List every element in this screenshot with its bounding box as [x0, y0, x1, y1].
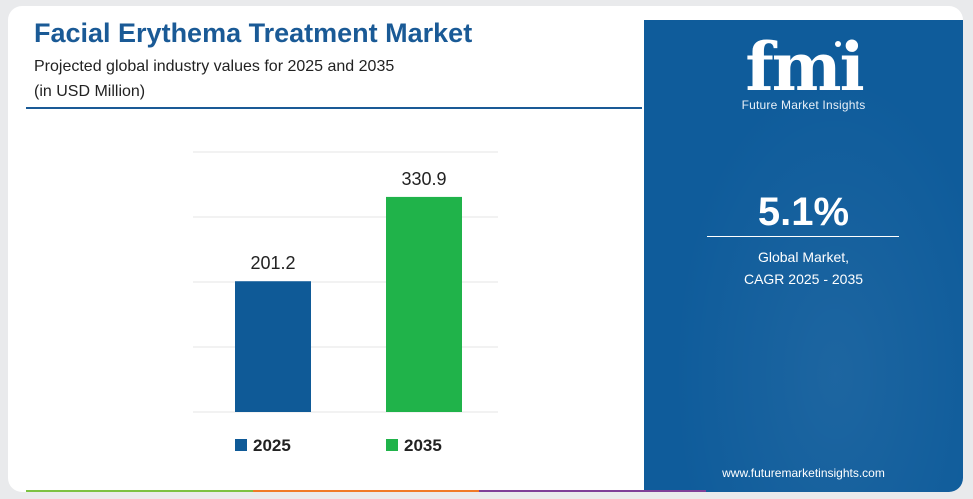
- page-subtitle: Projected global industry values for 202…: [34, 54, 394, 104]
- bar-chart: 201.2 330.9 2025 2035: [193, 151, 498, 455]
- cagr-label-line-1: Global Market,: [757, 249, 850, 265]
- bar-value-label-2035: 330.9: [401, 169, 446, 189]
- legend-label-2035: 2035: [404, 436, 442, 455]
- panel-texture: [644, 20, 963, 492]
- cagr-description: Global Market, CAGR 2025 - 2035: [644, 246, 963, 290]
- subtitle-line-2: (in USD Million): [34, 83, 146, 100]
- cagr-label-line-2: CAGR 2025 - 2035: [743, 271, 864, 287]
- logo-tagline: Future Market Insights: [741, 98, 866, 112]
- panel-divider: [707, 236, 899, 237]
- accent-strip-purple: [479, 490, 707, 492]
- legend-swatch-2035: [386, 439, 398, 451]
- header-divider: [26, 107, 642, 109]
- bar-2025: [235, 281, 311, 412]
- website-link[interactable]: www.futuremarketinsights.com: [722, 466, 885, 480]
- cagr-panel: fmi Future Market Insights 5.1% Global M…: [644, 20, 963, 492]
- bar-2035: [386, 196, 462, 412]
- cagr-value: 5.1%: [757, 190, 850, 234]
- subtitle-line-1: Projected global industry values for 202…: [34, 58, 395, 75]
- legend-swatch-2025: [235, 439, 247, 451]
- page-title: Facial Erythema Treatment Market: [34, 18, 473, 48]
- accent-strip: [26, 490, 707, 492]
- accent-strip-green: [26, 490, 253, 492]
- infographic-card: Facial Erythema Treatment Market Project…: [8, 6, 963, 492]
- legend-label-2025: 2025: [253, 436, 291, 455]
- logo-wordmark: fmi: [745, 36, 863, 100]
- bar-value-label-2025: 201.2: [250, 253, 295, 273]
- accent-strip-orange: [252, 490, 480, 492]
- fmi-logo: fmi: [745, 36, 865, 100]
